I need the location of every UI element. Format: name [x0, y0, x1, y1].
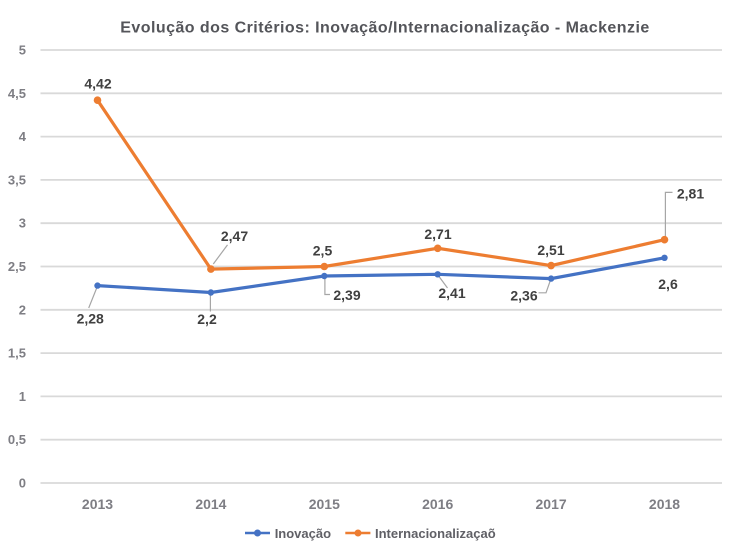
svg-text:2014: 2014 [195, 496, 226, 512]
svg-text:0,5: 0,5 [8, 432, 26, 447]
svg-text:4: 4 [19, 129, 27, 144]
svg-text:5: 5 [19, 43, 26, 58]
svg-text:1: 1 [19, 389, 26, 404]
svg-text:2,81: 2,81 [677, 186, 704, 202]
svg-text:2,2: 2,2 [197, 311, 217, 327]
svg-text:2,5: 2,5 [313, 243, 333, 259]
svg-text:2015: 2015 [309, 496, 340, 512]
svg-text:0: 0 [19, 476, 26, 491]
svg-text:2,6: 2,6 [658, 276, 678, 292]
svg-text:4,42: 4,42 [84, 76, 111, 92]
svg-text:2,5: 2,5 [8, 259, 26, 274]
svg-text:2,36: 2,36 [510, 288, 537, 304]
svg-text:2,47: 2,47 [221, 228, 248, 244]
svg-text:2,39: 2,39 [333, 287, 360, 303]
svg-text:2,51: 2,51 [537, 242, 564, 258]
svg-text:Inovação: Inovação [275, 526, 331, 541]
svg-text:3: 3 [19, 216, 26, 231]
svg-text:3,5: 3,5 [8, 172, 26, 187]
svg-text:2: 2 [19, 302, 26, 317]
svg-text:4,5: 4,5 [8, 86, 26, 101]
svg-text:1,5: 1,5 [8, 346, 26, 361]
svg-text:2,41: 2,41 [438, 285, 465, 301]
svg-text:Internacionalizaçaõ: Internacionalizaçaõ [375, 526, 496, 541]
svg-text:2,71: 2,71 [424, 226, 451, 242]
svg-text:2,28: 2,28 [77, 311, 104, 327]
svg-text:2013: 2013 [82, 496, 113, 512]
svg-text:2016: 2016 [422, 496, 453, 512]
svg-text:2018: 2018 [649, 496, 680, 512]
svg-text:2017: 2017 [536, 496, 567, 512]
svg-text:Evolução dos Critérios: Inovaç: Evolução dos Critérios: Inovação/Interna… [120, 20, 649, 37]
